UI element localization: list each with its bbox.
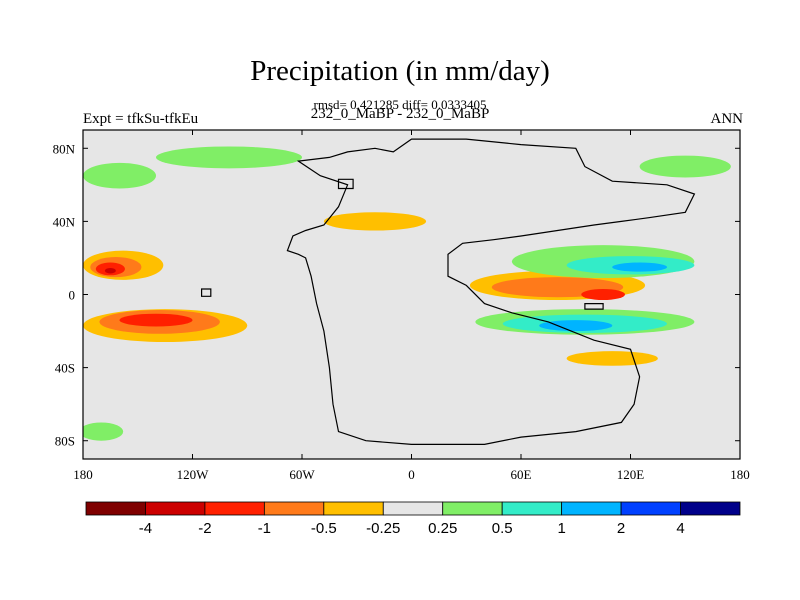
map-panel bbox=[82, 129, 741, 460]
map-background bbox=[83, 130, 740, 459]
colorbar-label-5: 0.25 bbox=[428, 520, 457, 537]
colorbar-label-7: 1 bbox=[557, 520, 565, 537]
lat-tick-label-0: 80N bbox=[53, 141, 76, 156]
lon-tick-label-4: 60E bbox=[511, 467, 532, 482]
colorbar-swatch-1 bbox=[145, 501, 206, 516]
colorbar-swatch-10 bbox=[680, 501, 741, 516]
lon-tick-label-2: 60W bbox=[289, 467, 315, 482]
colorbar-label-4: -0.25 bbox=[366, 520, 400, 537]
colorbar-label-3: -0.5 bbox=[311, 520, 337, 537]
colorbar-label-1: -2 bbox=[198, 520, 211, 537]
precip-anomaly-region-19 bbox=[83, 422, 124, 441]
colorbar-swatch-7 bbox=[501, 501, 563, 516]
colorbar-swatch-2 bbox=[204, 501, 265, 516]
experiment-label: Expt = tfkSu-tfkEu bbox=[83, 111, 199, 127]
latitude-axis: 80N 40N 0 40S 80S bbox=[53, 141, 740, 449]
precip-anomaly-region-20 bbox=[639, 155, 731, 178]
colorbar-label-9: 4 bbox=[676, 520, 684, 537]
precip-anomaly-region-13 bbox=[539, 320, 613, 332]
longitude-axis: 180 120W 60W 0 60E 120E 180 bbox=[73, 130, 750, 482]
case-subtitle: 232_0_MaBP - 232_0_MaBP bbox=[310, 106, 490, 122]
precip-anomaly-region-16 bbox=[612, 262, 667, 272]
season-label: ANN bbox=[710, 111, 744, 127]
precip-anomaly-region-7 bbox=[119, 313, 193, 327]
lon-tick-label-0: 180 bbox=[73, 467, 93, 482]
lat-tick-label-1: 40N bbox=[53, 214, 76, 229]
precip-anomaly-region-21 bbox=[323, 212, 427, 231]
colorbar-swatch-9 bbox=[620, 501, 681, 516]
colorbar-swatch-6 bbox=[442, 501, 503, 516]
lat-tick-label-3: 40S bbox=[55, 361, 75, 376]
colorbar-swatch-8 bbox=[561, 501, 622, 516]
colorbar-swatch-5 bbox=[382, 501, 444, 516]
colorbar-label-2: -1 bbox=[258, 520, 271, 537]
continent-outline bbox=[201, 138, 696, 445]
contour-fill-layer bbox=[83, 146, 731, 441]
rmsd-diff-stats: rmsd= 0.421285 diff= 0.0333405 bbox=[313, 97, 487, 112]
colorbar-label-6: 0.5 bbox=[492, 520, 513, 537]
lon-tick-label-3: 0 bbox=[408, 467, 415, 482]
colorbar-swatch-0 bbox=[85, 501, 146, 516]
lon-tick-label-1: 120W bbox=[177, 467, 210, 482]
precip-anomaly-region-17 bbox=[83, 162, 156, 189]
lat-tick-label-4: 80S bbox=[55, 434, 75, 449]
colorbar-swatch-4 bbox=[323, 501, 384, 516]
precip-anomaly-region-22 bbox=[566, 351, 658, 366]
lon-tick-label-5: 120E bbox=[617, 467, 645, 482]
colorbar-swatch-3 bbox=[263, 501, 325, 516]
precip-anomaly-region-18 bbox=[156, 146, 302, 169]
colorbar-label-8: 2 bbox=[617, 520, 625, 537]
plot-title: Precipitation (in mm/day) bbox=[250, 55, 550, 87]
colorbar: -4 -2 -1 -0.5 -0.25 0.25 0.5 1 2 4 bbox=[85, 501, 741, 537]
lat-tick-label-2: 0 bbox=[69, 288, 76, 303]
colorbar-label-0: -4 bbox=[139, 520, 152, 537]
precip-anomaly-region-10 bbox=[581, 289, 626, 300]
lon-tick-label-6: 180 bbox=[730, 467, 750, 482]
precip-anomaly-region-4 bbox=[104, 267, 116, 274]
